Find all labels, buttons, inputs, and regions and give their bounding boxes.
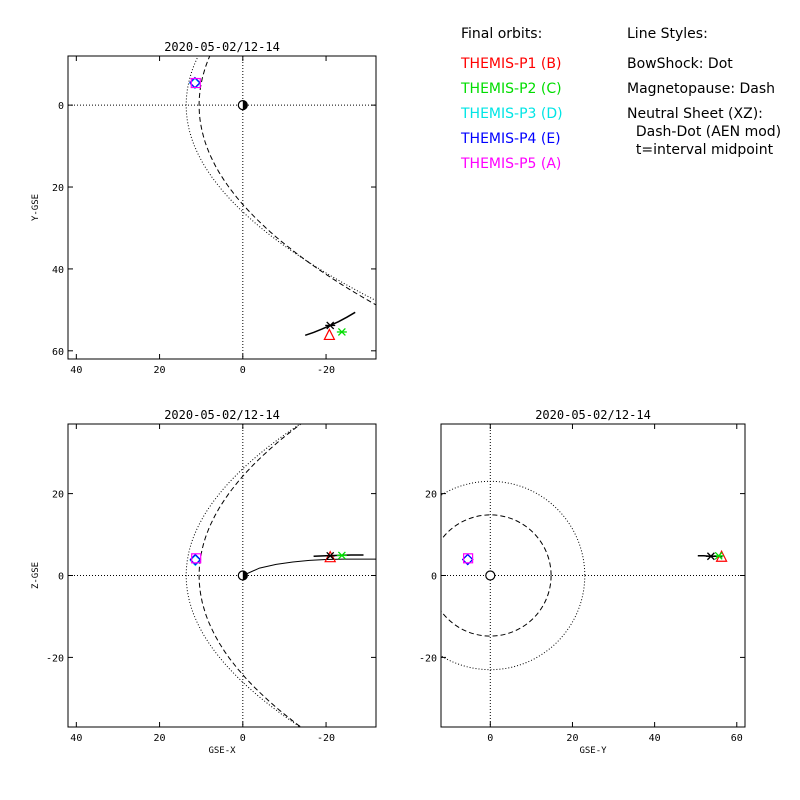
x-tick-label: -20 — [317, 733, 335, 744]
marker-p1 — [323, 328, 336, 341]
style-legend-bowshock: BowShock: Dot — [627, 56, 733, 72]
x-tick-label: 0 — [240, 733, 246, 744]
orbits-legend-title: Final orbits: — [461, 26, 543, 42]
marker-p2 — [336, 328, 347, 336]
x-tick-label: 20 — [154, 365, 166, 376]
plot-area-3 — [441, 424, 745, 727]
earth-symbol — [485, 570, 496, 581]
x-tick-label: 40 — [70, 365, 82, 376]
marker-midpoint — [705, 552, 716, 561]
style-legend-midpoint: t=interval midpoint — [627, 142, 774, 158]
orbit-legend-p3: THEMIS-P3 (D) — [461, 106, 563, 122]
orbit-legend-p2: THEMIS-P2 (C) — [461, 81, 562, 97]
chart-panel-3: 0 20 40 60 -20 0 20 2020-05-02/12-14 GSE-Y — [419, 408, 746, 756]
x-axis-label: GSE-X — [208, 746, 236, 756]
orbit-legend-p5: THEMIS-P5 (A) — [461, 156, 562, 172]
y-tick-label: 0 — [431, 572, 437, 583]
x-tick-label: 60 — [731, 733, 743, 744]
y-tick-label: 0 — [58, 101, 64, 112]
marker-p5 — [191, 553, 202, 564]
y-tick-label: 0 — [58, 572, 64, 583]
magnetopause-curve — [441, 514, 552, 637]
marker-p2 — [336, 551, 347, 560]
orbit-legend-p1: THEMIS-P1 (B) — [461, 56, 562, 72]
x-tick-label: 0 — [240, 365, 246, 376]
plot-frame — [67, 55, 377, 360]
magnetopause-curve — [198, 424, 302, 727]
neutral-sheet-curve — [242, 558, 376, 576]
marker-p1 — [324, 550, 337, 563]
earth-symbol — [237, 570, 248, 581]
chart-title: 2020-05-02/12-14 — [535, 408, 651, 422]
chart-title: 2020-05-02/12-14 — [164, 40, 280, 54]
y-tick-label: -20 — [46, 653, 64, 664]
chart-panel-2: 40 20 0 -20 -20 0 20 2020-05-02/12-14 GSE-X Z-GSE — [31, 408, 377, 756]
marker-midpoint — [325, 551, 336, 560]
plot-area-2 — [68, 424, 376, 727]
plot-area-1 — [68, 56, 376, 359]
bowshock-curve — [185, 56, 376, 302]
y-tick-label: 40 — [52, 265, 64, 276]
x-tick-label: 20 — [154, 733, 166, 744]
styles-legend-title: Line Styles: — [627, 26, 708, 42]
style-legend-dash-dot: Dash-Dot (AEN mod) — [627, 124, 782, 140]
style-legend-neutral-sheet: Neutral Sheet (XZ): — [627, 106, 763, 122]
y-axis-label: Z-GSE — [31, 562, 41, 589]
y-tick-label: 20 — [52, 490, 64, 501]
x-tick-label: 40 — [649, 733, 661, 744]
x-tick-label: 40 — [70, 733, 82, 744]
y-tick-label: -20 — [419, 653, 437, 664]
style-legend-magnetopause: Magnetopause: Dash — [627, 81, 776, 97]
earth-symbol — [237, 100, 248, 111]
x-axis-label: GSE-Y — [579, 746, 607, 756]
marker-p4 — [461, 553, 474, 566]
marker-p5 — [463, 553, 474, 564]
x-tick-label: 20 — [566, 733, 578, 744]
chart-title: 2020-05-02/12-14 — [164, 408, 280, 422]
marker-p5 — [190, 77, 201, 89]
chart-panel-1: 40 20 0 -20 0 20 40 60 2020-05-02/12-14 Y-GSE — [31, 40, 377, 376]
y-axis-label: Y-GSE — [31, 194, 41, 221]
orbit-legend-p4: THEMIS-P4 (E) — [461, 131, 561, 147]
magnetopause-curve — [198, 56, 376, 306]
bowshock-curve — [441, 480, 586, 671]
y-tick-label: 60 — [52, 347, 64, 358]
marker-midpoint — [325, 321, 336, 330]
bowshock-curve — [185, 424, 302, 727]
x-tick-label: 0 — [487, 733, 493, 744]
x-tick-label: -20 — [317, 365, 335, 376]
y-tick-label: 20 — [425, 490, 437, 501]
y-tick-label: 20 — [52, 183, 64, 194]
